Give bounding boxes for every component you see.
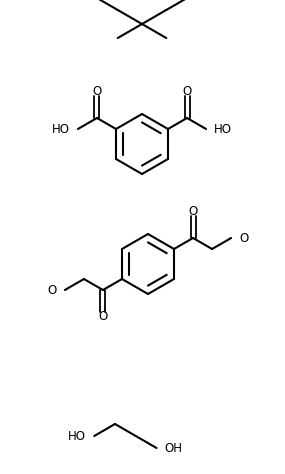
Text: HO: HO xyxy=(66,0,84,2)
Text: O: O xyxy=(182,84,192,98)
Text: O: O xyxy=(98,310,108,323)
Text: HO: HO xyxy=(68,429,86,443)
Text: OH: OH xyxy=(164,441,183,455)
Text: O: O xyxy=(239,231,249,245)
Text: O: O xyxy=(48,283,57,297)
Text: O: O xyxy=(188,204,198,218)
Text: O: O xyxy=(92,84,101,98)
Text: OH: OH xyxy=(200,0,219,2)
Text: HO: HO xyxy=(52,122,70,136)
Text: HO: HO xyxy=(214,122,232,136)
